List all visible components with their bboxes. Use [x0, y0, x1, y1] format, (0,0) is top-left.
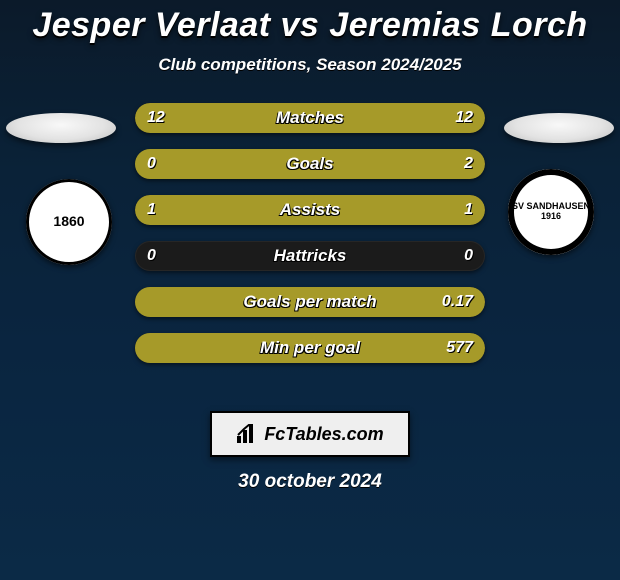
stat-fill-right [135, 149, 485, 179]
stat-row: 577Min per goal [135, 333, 485, 363]
comparison-panel: 1860 SV SANDHAUSEN 1916 1212Matches 02Goa… [0, 103, 620, 403]
subtitle: Club competitions, Season 2024/2025 [0, 55, 620, 75]
vs-label: vs [281, 6, 320, 44]
stat-fill-left [135, 103, 310, 133]
stat-label: Hattricks [135, 241, 485, 271]
stat-fill-right [310, 103, 485, 133]
branding-badge: FcTables.com [210, 411, 410, 457]
player1-avatar-placeholder [6, 113, 116, 143]
date-label: 30 october 2024 [0, 471, 620, 493]
stat-row: 1212Matches [135, 103, 485, 133]
stat-fill-right [135, 287, 485, 317]
player2-name: Jeremias Lorch [329, 6, 587, 44]
player2-avatar-placeholder [504, 113, 614, 143]
stat-bars-container: 1212Matches 02Goals 11Assists 0 0Hattricks 0.… [135, 103, 485, 379]
stat-row: 0.17Goals per match [135, 287, 485, 317]
player1-name: Jesper Verlaat [32, 6, 270, 44]
player1-club-badge: 1860 [26, 179, 112, 265]
player2-club-badge: SV SANDHAUSEN 1916 [508, 169, 594, 255]
stat-row: 02Goals [135, 149, 485, 179]
stat-row: 11Assists [135, 195, 485, 225]
player2-club-label: SV SANDHAUSEN 1916 [508, 202, 594, 222]
stat-value-left: 0 [135, 241, 168, 271]
player1-club-label: 1860 [53, 214, 84, 229]
branding-bars-icon [236, 424, 258, 444]
stat-value-right: 0 [452, 241, 485, 271]
branding-text: FcTables.com [264, 424, 383, 445]
page-title: Jesper Verlaat vs Jeremias Lorch [0, 0, 620, 45]
stat-fill-left [135, 195, 310, 225]
stat-fill-right [135, 333, 485, 363]
stat-row: 0 0Hattricks [135, 241, 485, 271]
stat-fill-right [310, 195, 485, 225]
